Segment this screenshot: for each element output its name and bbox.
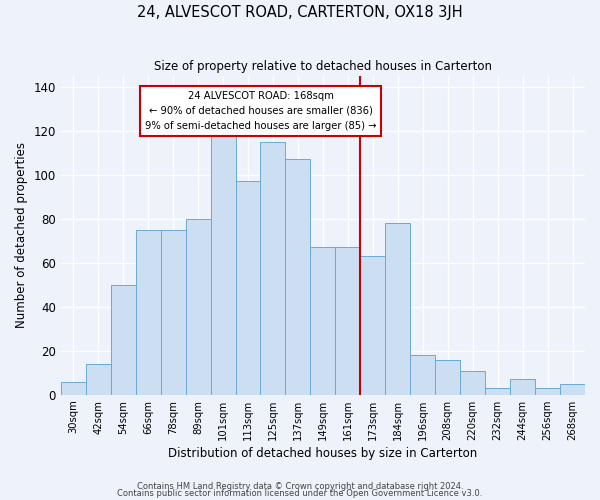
Text: 24, ALVESCOT ROAD, CARTERTON, OX18 3JH: 24, ALVESCOT ROAD, CARTERTON, OX18 3JH	[137, 5, 463, 20]
Bar	[286, 159, 310, 395]
Bar	[385, 223, 410, 395]
Text: 24 ALVESCOT ROAD: 168sqm
← 90% of detached houses are smaller (836)
9% of semi-d: 24 ALVESCOT ROAD: 168sqm ← 90% of detach…	[145, 91, 376, 130]
Bar	[111, 284, 136, 395]
Bar	[86, 364, 111, 395]
Bar	[185, 218, 211, 395]
Bar	[61, 382, 86, 395]
Bar	[136, 230, 161, 395]
Bar	[335, 248, 361, 395]
Bar	[560, 384, 585, 395]
Bar	[310, 248, 335, 395]
Bar	[510, 380, 535, 395]
Bar	[260, 142, 286, 395]
Bar	[361, 256, 385, 395]
Text: Contains HM Land Registry data © Crown copyright and database right 2024.: Contains HM Land Registry data © Crown c…	[137, 482, 463, 491]
Bar	[460, 370, 485, 395]
X-axis label: Distribution of detached houses by size in Carterton: Distribution of detached houses by size …	[168, 447, 478, 460]
Bar	[485, 388, 510, 395]
Bar	[236, 181, 260, 395]
Text: Contains public sector information licensed under the Open Government Licence v3: Contains public sector information licen…	[118, 489, 482, 498]
Y-axis label: Number of detached properties: Number of detached properties	[15, 142, 28, 328]
Bar	[410, 355, 435, 395]
Title: Size of property relative to detached houses in Carterton: Size of property relative to detached ho…	[154, 60, 492, 73]
Bar	[161, 230, 185, 395]
Bar	[535, 388, 560, 395]
Bar	[211, 135, 236, 395]
Bar	[435, 360, 460, 395]
